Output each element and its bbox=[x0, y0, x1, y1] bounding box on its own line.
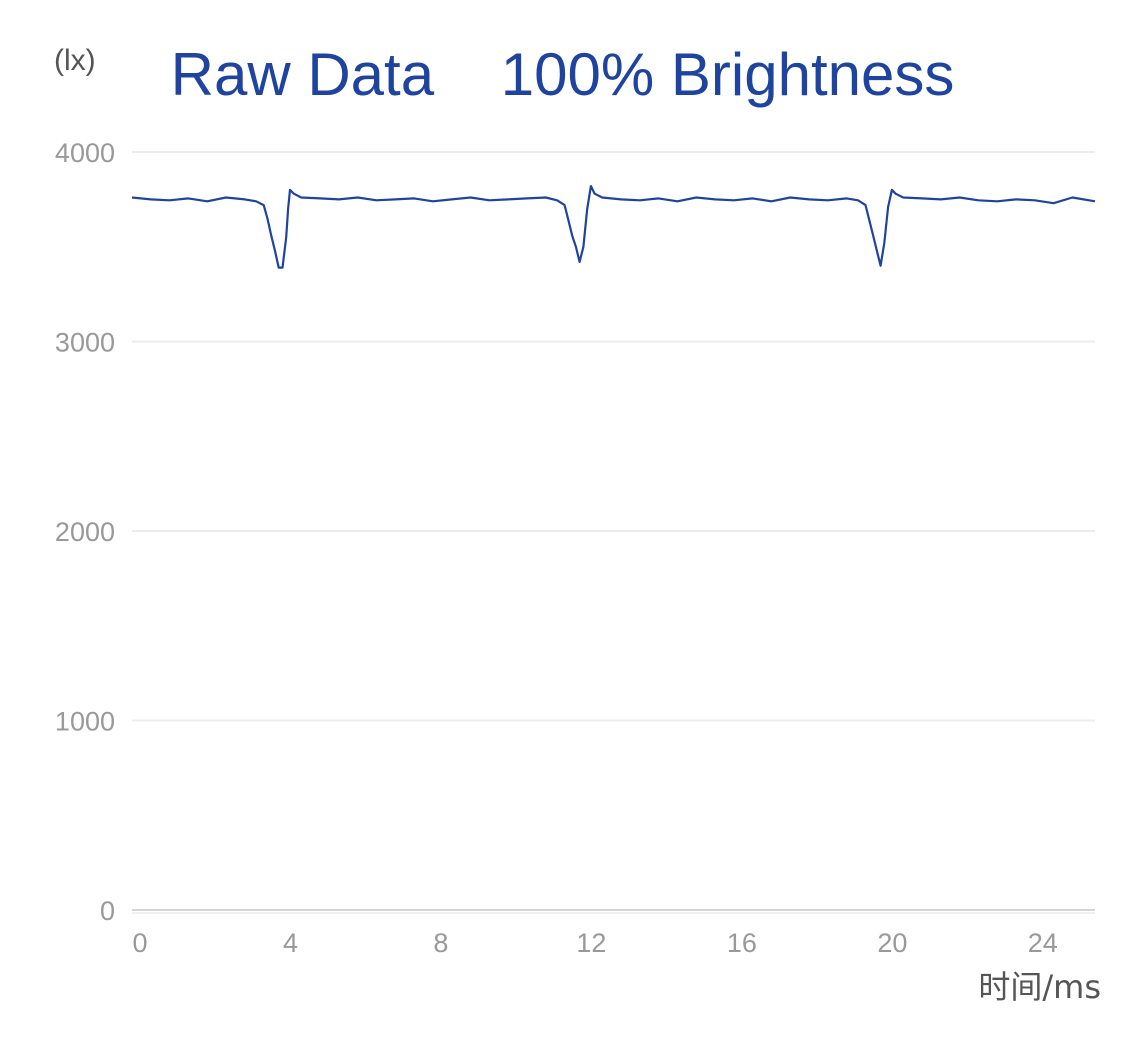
y-axis-unit-label: (lx) bbox=[54, 44, 96, 77]
y-tick-label: 2000 bbox=[55, 517, 115, 547]
y-tick-label: 4000 bbox=[55, 138, 115, 168]
y-tick-label: 0 bbox=[100, 896, 115, 926]
x-tick-label: 4 bbox=[283, 928, 298, 958]
x-tick-label: 20 bbox=[877, 928, 907, 958]
x-tick-label: 0 bbox=[132, 928, 147, 958]
x-tick-label: 24 bbox=[1028, 928, 1058, 958]
chart-title: Raw Data 100% Brightness bbox=[170, 41, 955, 108]
y-tick-label: 3000 bbox=[55, 328, 115, 358]
x-tick-label: 16 bbox=[727, 928, 757, 958]
x-axis-unit-label: 时间/ms bbox=[978, 968, 1101, 1006]
grid-layer bbox=[132, 151, 1095, 911]
x-tick-label: 8 bbox=[433, 928, 448, 958]
y-tick-label: 1000 bbox=[55, 707, 115, 737]
series-layer bbox=[131, 185, 1096, 269]
axis-layer: 0 1000 2000 3000 4000 0 4 8 12 16 20 24 bbox=[55, 138, 1095, 958]
x-tick-label: 12 bbox=[576, 928, 606, 958]
series-line bbox=[131, 185, 1096, 269]
